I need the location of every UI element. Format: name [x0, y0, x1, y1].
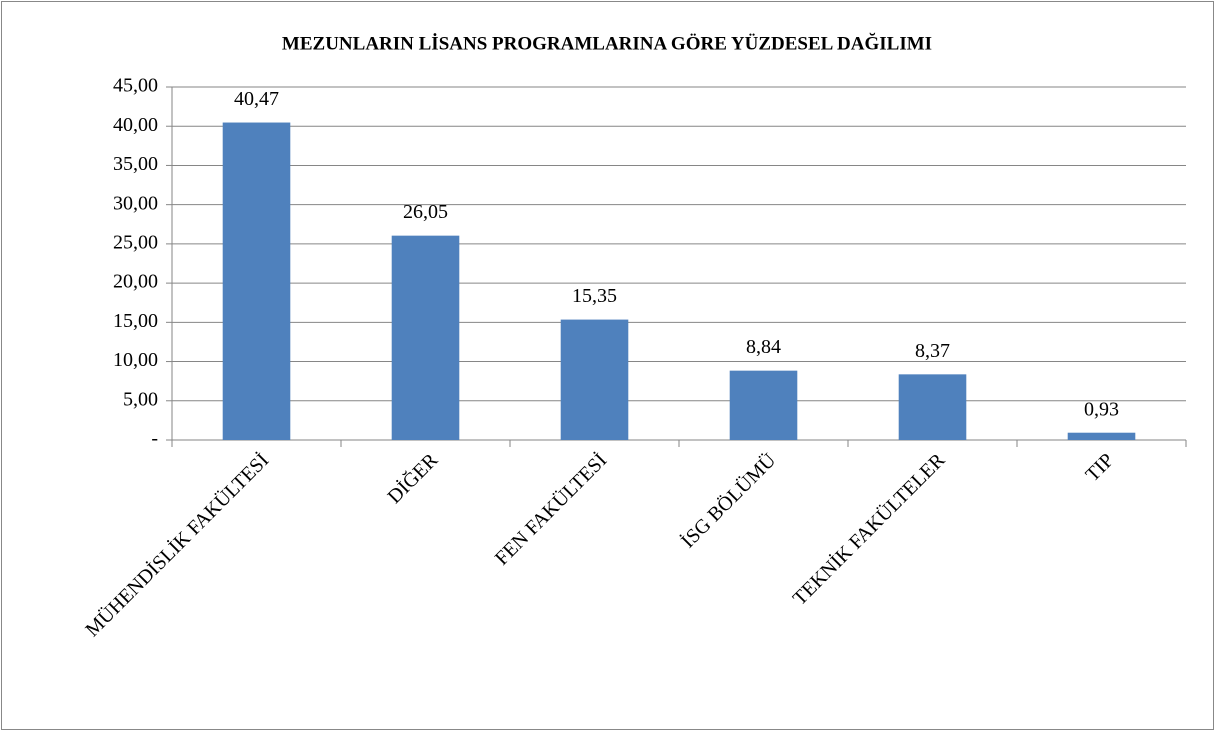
y-tick-label: 10,00	[113, 349, 158, 371]
bar	[1067, 432, 1136, 440]
bar	[391, 235, 460, 440]
value-label: 8,37	[915, 340, 950, 362]
value-label: 15,35	[572, 285, 617, 307]
bar	[222, 122, 291, 440]
value-label: 8,84	[746, 336, 781, 358]
y-tick-label: 30,00	[113, 192, 158, 214]
value-label: 0,93	[1084, 398, 1119, 420]
y-tick-label: -	[151, 428, 158, 450]
y-tick-label: 45,00	[113, 75, 158, 97]
bar	[898, 374, 967, 440]
y-tick-label: 15,00	[113, 310, 158, 332]
y-tick-label: 20,00	[113, 271, 158, 293]
bar	[729, 370, 798, 440]
y-tick-label: 25,00	[113, 231, 158, 253]
value-label: 26,05	[403, 201, 448, 223]
value-label: 40,47	[234, 88, 279, 110]
bar	[560, 319, 629, 440]
y-tick-label: 35,00	[113, 153, 158, 175]
y-tick-label: 40,00	[113, 114, 158, 136]
y-tick-label: 5,00	[123, 388, 158, 410]
chart-title: MEZUNLARIN LİSANS PROGRAMLARINA GÖRE YÜZ…	[282, 32, 932, 54]
